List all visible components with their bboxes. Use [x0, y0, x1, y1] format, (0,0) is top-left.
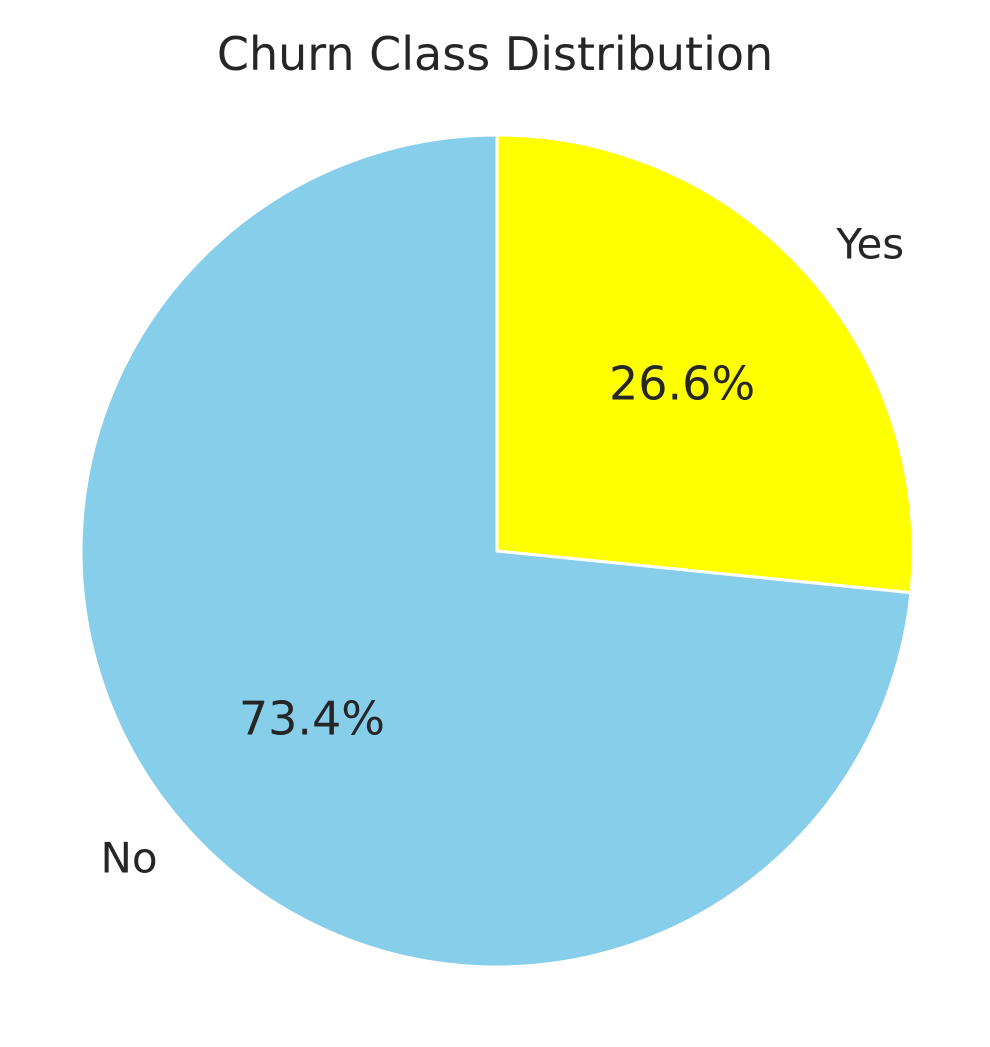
- slice-percent-yes: 26.6%: [609, 357, 755, 411]
- pie-slice-no: [79, 133, 913, 969]
- chart-title: Churn Class Distribution: [217, 27, 773, 81]
- pie-slices: [79, 133, 915, 969]
- slice-label-no: No: [100, 833, 157, 882]
- pie-labels: Yes 26.6% No 73.4%: [100, 220, 904, 883]
- pie-slice-yes: [495, 133, 915, 595]
- slice-percent-no: 73.4%: [239, 691, 385, 745]
- slice-label-yes: Yes: [835, 220, 904, 269]
